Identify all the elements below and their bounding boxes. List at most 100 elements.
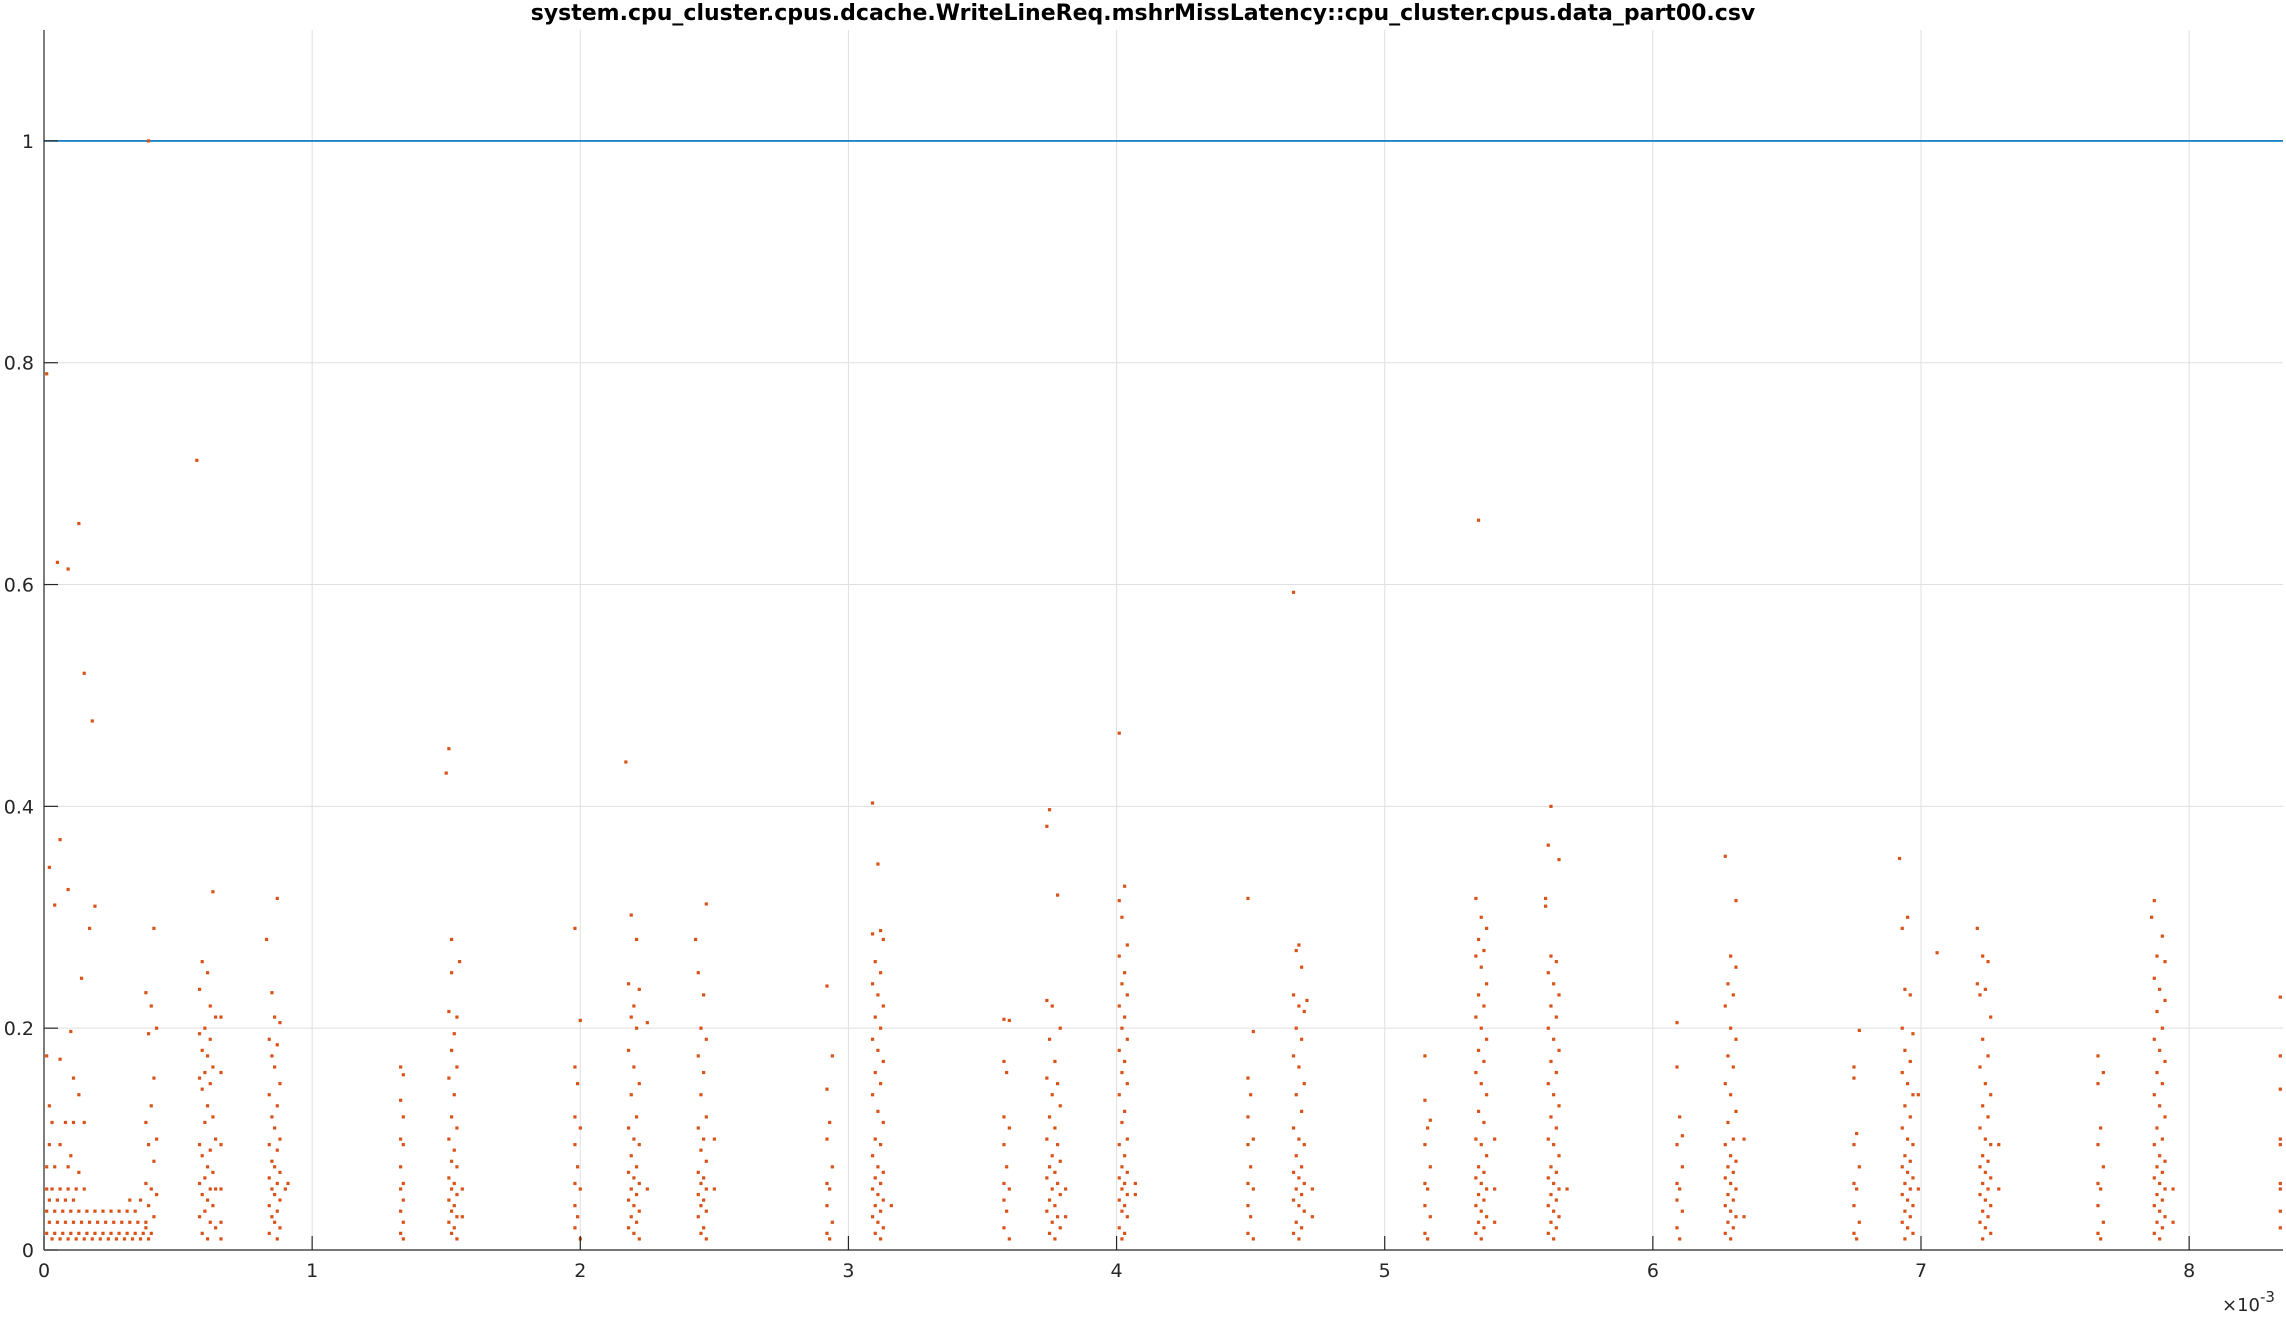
y-tick-label: 0.8 (4, 353, 34, 375)
data-point (1045, 998, 1049, 1003)
data-point (144, 1120, 148, 1125)
data-point (200, 960, 204, 964)
data-point (1251, 1137, 1255, 1141)
data-point (1251, 1237, 1255, 1241)
data-point (452, 1148, 456, 1152)
data-point (275, 1148, 279, 1152)
data-point (873, 1231, 877, 1235)
data-point (870, 932, 875, 936)
data-point (1723, 1204, 1727, 1208)
data-point (273, 1126, 277, 1130)
data-point (460, 1215, 464, 1219)
data-point (1291, 1126, 1296, 1130)
data-point (1742, 1215, 1746, 1219)
data-point (1855, 1187, 1859, 1191)
data-point (61, 1231, 65, 1235)
data-point (1734, 1109, 1738, 1113)
data-point (1246, 896, 1250, 901)
data-point (576, 1215, 580, 1219)
data-point (1423, 1098, 1427, 1102)
data-point (2158, 1104, 2162, 1108)
data-point (1299, 965, 1304, 969)
data-point (704, 1237, 708, 1241)
data-point (2163, 1115, 2167, 1119)
data-point (2101, 1165, 2105, 1169)
data-point (1981, 1237, 1985, 1241)
data-point (270, 1187, 274, 1191)
data-point (876, 862, 880, 866)
data-point (146, 1237, 151, 1241)
data-point (117, 1231, 121, 1235)
data-point (1291, 1054, 1296, 1058)
data-point (200, 1087, 204, 1091)
data-point (699, 1204, 703, 1208)
data-point (82, 1120, 86, 1125)
data-point (632, 1231, 636, 1235)
data-point (1983, 1082, 1987, 1086)
data-point (1428, 1215, 1432, 1219)
data-point (1055, 893, 1060, 897)
data-point (2155, 1070, 2159, 1075)
data-point (626, 1126, 631, 1130)
data-point (1981, 1154, 1985, 1158)
data-point (1903, 1154, 1907, 1158)
data-point (632, 1176, 636, 1180)
data-point (1981, 1104, 1985, 1108)
data-point (1251, 1187, 1255, 1191)
data-point (696, 1215, 700, 1219)
data-point (2099, 1237, 2103, 1241)
data-point (825, 1087, 829, 1091)
data-point (1485, 1037, 1489, 1041)
data-point (1249, 1215, 1253, 1219)
data-point (128, 1198, 132, 1202)
data-point (1476, 1109, 1481, 1113)
data-point (1002, 1017, 1006, 1021)
data-point (149, 1104, 153, 1108)
data-point (205, 1198, 210, 1202)
data-point (87, 1220, 92, 1224)
data-point (1552, 1037, 1556, 1041)
data-point (2163, 1187, 2167, 1191)
data-point (704, 1037, 708, 1041)
data-point (576, 1165, 580, 1169)
data-point (873, 1204, 877, 1208)
data-point (2155, 1192, 2159, 1197)
data-point (626, 982, 631, 986)
data-point (1474, 1015, 1478, 1019)
data-point (1474, 1204, 1478, 1208)
data-point (1546, 1137, 1550, 1141)
data-point (1310, 1187, 1314, 1191)
data-point (90, 1237, 94, 1241)
data-point (1476, 1220, 1481, 1224)
data-point (2152, 1231, 2156, 1235)
data-point (1123, 1181, 1127, 1186)
data-point (1050, 1220, 1054, 1224)
data-point (1485, 982, 1489, 986)
data-point (1007, 1126, 1011, 1130)
data-point (1978, 1165, 1982, 1169)
data-point (1978, 1065, 1982, 1069)
data-point (1989, 1093, 1993, 1097)
data-point (447, 747, 451, 751)
data-point (106, 1237, 110, 1241)
data-point (2160, 1137, 2164, 1141)
data-point (1554, 1070, 1558, 1075)
data-point (273, 1220, 277, 1224)
data-point (873, 960, 877, 964)
data-point (112, 1220, 116, 1224)
data-point (399, 1165, 403, 1169)
data-point (1900, 1070, 1904, 1075)
data-point (1549, 1115, 1553, 1119)
data-point (1726, 982, 1730, 986)
data-point (155, 1137, 159, 1141)
data-point (2158, 1237, 2162, 1241)
data-point (1297, 1237, 1301, 1241)
data-point (825, 1181, 829, 1186)
y-tick-label: 0.2 (4, 1018, 34, 1040)
data-point (1302, 1209, 1306, 1213)
data-point (1246, 1143, 1250, 1147)
data-point (1476, 1165, 1481, 1169)
data-point (1297, 1204, 1301, 1208)
data-point (876, 993, 880, 997)
data-point (1482, 948, 1486, 953)
